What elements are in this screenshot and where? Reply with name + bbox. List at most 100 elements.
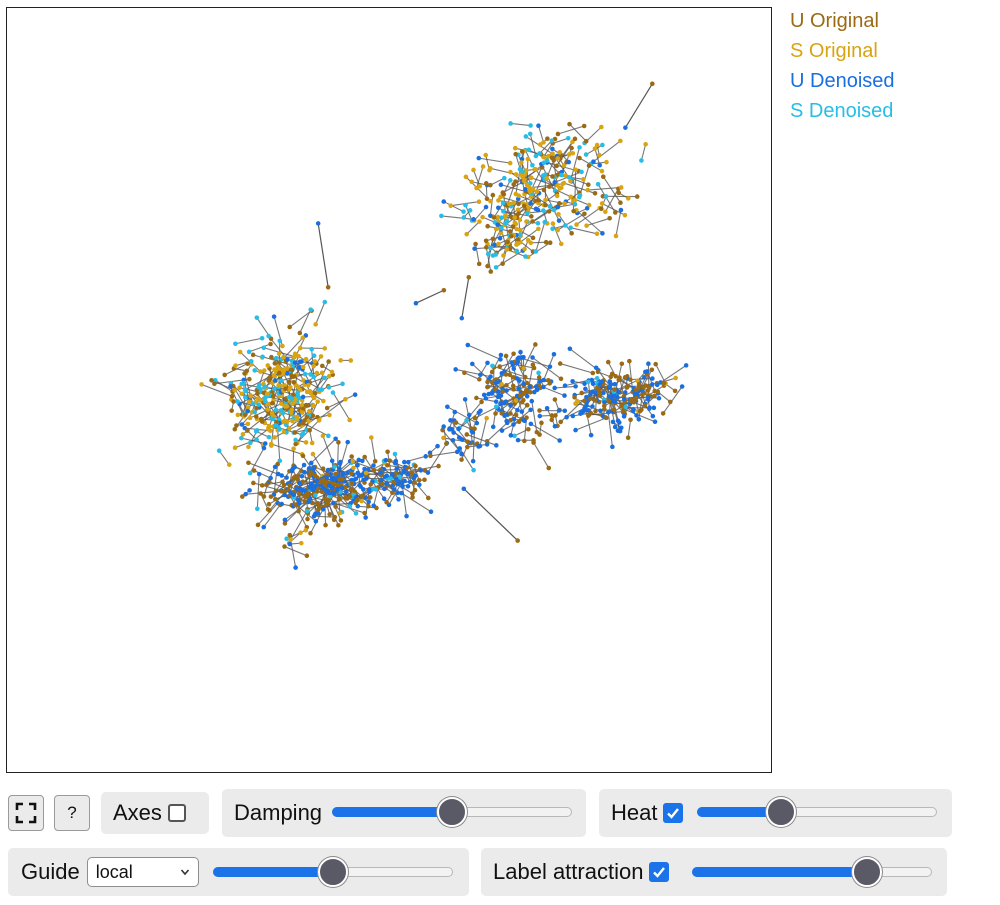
cell-point (385, 463, 390, 468)
cell-point (301, 462, 307, 468)
cell-point (282, 521, 288, 526)
cell-point (287, 483, 293, 488)
cell-point (279, 473, 285, 478)
cell-point (382, 486, 387, 492)
cell-point (557, 438, 562, 443)
cell-point (340, 381, 345, 387)
cell-point (590, 389, 596, 395)
cell-point (590, 381, 596, 387)
cell-point (658, 380, 663, 385)
cell-point (428, 453, 433, 459)
cell-point (661, 380, 667, 386)
cell-point (456, 426, 461, 432)
embedding-plot[interactable] (6, 7, 772, 773)
guide-select[interactable]: local (86, 857, 199, 887)
label-attraction-checkbox[interactable] (649, 862, 670, 882)
cell-point (337, 510, 343, 516)
cell-point (558, 376, 564, 382)
cell-point (387, 458, 393, 463)
cell-point (504, 247, 510, 252)
velocity-link (604, 188, 619, 213)
cell-point (488, 245, 493, 251)
cell-point (464, 231, 469, 237)
cell-point (296, 508, 301, 514)
cell-point (583, 152, 589, 157)
axes-checkbox[interactable] (167, 804, 186, 822)
cell-point (290, 418, 295, 424)
cell-point (651, 405, 657, 411)
cell-point (270, 400, 275, 406)
cell-point (452, 409, 458, 415)
cell-point (470, 458, 476, 464)
heat-slider[interactable] (697, 797, 937, 827)
cell-point (546, 153, 551, 159)
cell-point (605, 359, 611, 365)
cell-point (544, 158, 550, 163)
cell-point (273, 488, 279, 494)
cell-point (351, 465, 356, 471)
guide-slider-thumb[interactable] (318, 857, 348, 887)
damping-slider-thumb[interactable] (437, 797, 467, 827)
heat-slider-thumb[interactable] (766, 797, 796, 827)
cell-point (566, 152, 572, 157)
cell-point (525, 156, 531, 162)
cell-point (349, 480, 355, 486)
cell-point (524, 402, 530, 408)
cell-point (467, 208, 473, 213)
velocity-link (314, 361, 330, 394)
cell-point (514, 248, 520, 254)
cell-point (272, 464, 278, 470)
cell-point (380, 481, 385, 487)
cell-point (459, 437, 465, 442)
cell-point (655, 389, 661, 395)
cell-point (632, 391, 638, 397)
cell-point (483, 152, 489, 158)
cell-point (533, 342, 538, 347)
cell-point (246, 349, 252, 355)
cell-point (503, 353, 509, 359)
velocity-link (447, 406, 478, 424)
label-attraction-slider-thumb[interactable] (852, 857, 883, 887)
cell-point (310, 394, 316, 399)
label-attraction-slider[interactable] (692, 857, 932, 887)
cell-point (285, 357, 290, 362)
cell-point (279, 488, 284, 494)
cell-point (459, 315, 465, 321)
cell-point (261, 345, 267, 351)
cell-point (347, 504, 353, 509)
cell-point (308, 307, 313, 312)
cell-point (530, 219, 535, 224)
cell-point (280, 410, 286, 416)
cell-point (579, 169, 584, 175)
velocity-link (258, 370, 265, 386)
cell-point (537, 151, 542, 156)
cell-point (444, 441, 449, 446)
cell-point (488, 269, 494, 274)
cell-point (552, 385, 557, 391)
help-button[interactable]: ? (54, 795, 90, 831)
velocity-link (610, 397, 621, 432)
cell-point (597, 393, 603, 398)
cell-point (413, 463, 418, 469)
cell-point (568, 225, 573, 231)
cell-point (476, 410, 482, 415)
velocity-link (338, 498, 357, 514)
cell-point (549, 413, 555, 418)
cell-point (356, 457, 362, 463)
guide-slider[interactable] (213, 857, 453, 887)
cell-point (515, 360, 520, 366)
cell-point (463, 174, 469, 180)
damping-slider[interactable] (332, 797, 572, 827)
cell-point (513, 398, 519, 403)
velocity-link (557, 125, 585, 135)
cell-point (495, 214, 501, 220)
velocity-link (401, 492, 432, 513)
cell-point (349, 454, 354, 459)
scatter-canvas[interactable] (7, 8, 771, 772)
cell-point (506, 201, 512, 207)
velocity-link (312, 453, 328, 478)
cell-point (320, 466, 326, 471)
cell-point (528, 240, 534, 246)
fullscreen-button[interactable] (8, 795, 44, 831)
heat-checkbox[interactable] (663, 803, 684, 823)
